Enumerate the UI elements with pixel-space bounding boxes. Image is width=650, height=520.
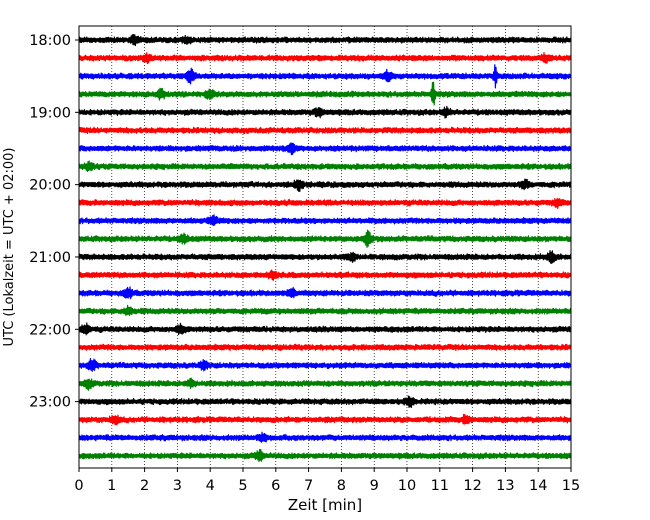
x-tick-label: 0	[74, 478, 83, 494]
trace-line	[78, 377, 572, 391]
trace-line	[78, 105, 572, 119]
y-tick-label: 18:00	[29, 33, 71, 49]
x-tick-label: 13	[496, 478, 514, 494]
trace-line	[78, 357, 572, 372]
trace-line	[78, 286, 572, 300]
axes-frame	[78, 25, 572, 469]
x-tick-label: 15	[562, 478, 580, 494]
trace-line	[78, 64, 572, 89]
trace-line	[78, 395, 572, 409]
trace-line	[78, 448, 572, 463]
x-axis-ticks: 0 1 2 3 4 5 6 7 8 9 10 11 12 13 14 15	[74, 468, 580, 494]
x-axis-label: Zeit [min]	[288, 496, 362, 514]
x-tick-label: 6	[271, 478, 280, 494]
trace-line	[78, 126, 572, 135]
x-tick-label: 1	[107, 478, 116, 494]
x-tick-label: 8	[337, 478, 346, 494]
x-tick-label: 2	[140, 478, 149, 494]
trace-line	[78, 142, 572, 156]
seismic-traces	[78, 34, 572, 463]
trace-line	[78, 178, 572, 193]
y-tick-label: 20:00	[29, 178, 71, 194]
trace-line	[78, 229, 572, 248]
x-tick-label: 5	[238, 478, 247, 494]
y-tick-label: 22:00	[29, 322, 71, 338]
trace-line	[78, 81, 572, 106]
y-tick-label: 19:00	[29, 105, 71, 121]
x-tick-label: 4	[206, 478, 215, 494]
y-axis-label: UTC (Lokalzeit = UTC + 02:00)	[2, 148, 17, 347]
trace-line	[78, 34, 572, 47]
trace-line	[78, 214, 572, 227]
x-tick-label: 7	[304, 478, 313, 494]
trace-line	[78, 269, 572, 281]
x-tick-label: 12	[463, 478, 481, 494]
x-tick-label: 9	[370, 478, 379, 494]
trace-line	[78, 343, 572, 352]
x-tick-label: 10	[398, 478, 416, 494]
trace-line	[78, 250, 572, 264]
trace-line	[78, 431, 572, 443]
x-tick-label: 3	[173, 478, 182, 494]
x-tick-label: 11	[431, 478, 449, 494]
y-tick-label: 21:00	[29, 250, 71, 266]
trace-line	[78, 322, 572, 336]
y-axis-ticks: 18:00 19:00 20:00 21:00 22:00 23:00	[29, 33, 79, 411]
trace-line	[78, 51, 572, 65]
trace-line	[78, 197, 572, 210]
trace-line	[78, 160, 572, 173]
trace-line	[78, 304, 572, 316]
x-tick-label: 14	[529, 478, 547, 494]
trace-line	[78, 413, 572, 426]
y-tick-label: 23:00	[29, 395, 71, 411]
